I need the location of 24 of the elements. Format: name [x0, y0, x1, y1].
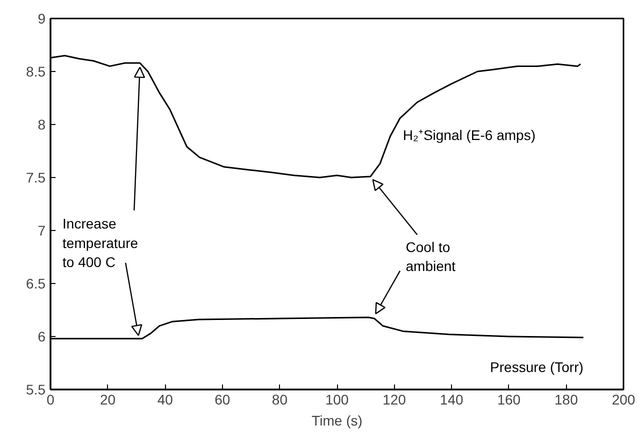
y-tick-label: 5.5	[26, 382, 46, 398]
x-tick-label: 180	[554, 392, 578, 408]
x-tick-label: 140	[440, 392, 464, 408]
y-tick-label: 7	[38, 222, 46, 238]
x-tick-label: 20	[100, 392, 116, 408]
x-tick-label: 0	[46, 392, 55, 408]
y-tick-label: 8	[38, 116, 46, 132]
series-label: Pressure (Torr)	[490, 359, 584, 376]
x-tick-label: 120	[382, 392, 406, 408]
x-tick-label: 200	[612, 392, 636, 408]
y-tick-label: 6.5	[26, 276, 46, 292]
x-tick-label: 100	[325, 392, 349, 408]
y-tick-label: 6	[38, 328, 46, 344]
x-tick-label: 80	[272, 392, 288, 408]
annotation: Cool to ambient	[406, 238, 456, 274]
series-label: H₂⁺Signal (E-6 amps)	[402, 127, 536, 144]
y-tick-label: 7.5	[26, 170, 46, 186]
y-tick-label: 9	[38, 10, 46, 26]
annotation: Increase temperature to 400 C	[62, 216, 138, 270]
x-tick-label: 40	[157, 392, 174, 408]
y-tick-label: 8.5	[26, 64, 46, 80]
x-tick-label: 160	[497, 392, 521, 408]
x-axis-title: Time (s)	[312, 412, 362, 428]
x-tick-label: 60	[214, 392, 230, 408]
